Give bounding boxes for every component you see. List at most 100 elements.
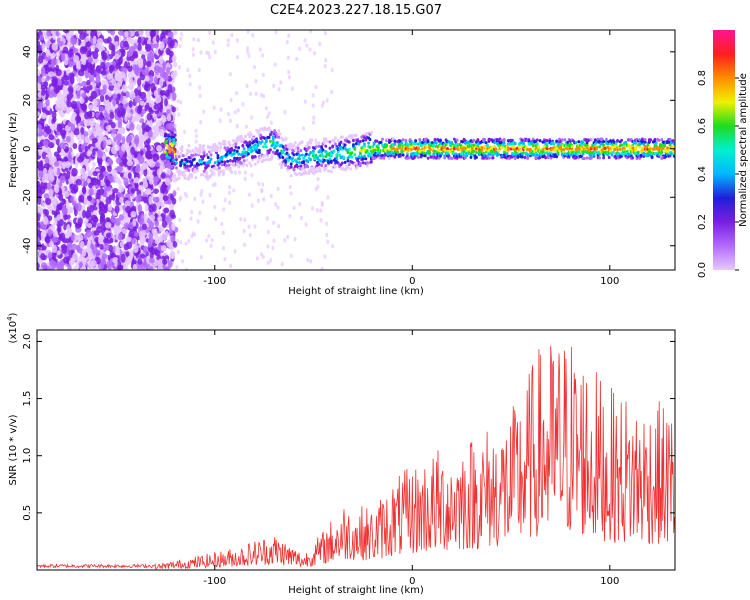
spectrogram-cell [95, 192, 101, 200]
spectrogram-cell [356, 138, 359, 143]
spectrogram-cell [234, 145, 238, 149]
spectrogram-cell [81, 46, 87, 53]
spectrogram-cell [163, 207, 170, 214]
spectrogram-cell [37, 84, 41, 91]
spectrogram-cell [299, 164, 303, 168]
spectrogram-cell [171, 92, 177, 101]
spectrogram-cell [146, 168, 152, 176]
spectrogram-cell [92, 161, 96, 168]
spectrogram-cell [51, 110, 57, 119]
spectrogram-cell [434, 141, 438, 145]
spectrogram-cell [112, 187, 119, 194]
spectrogram-cell [116, 249, 121, 256]
spectrogram-cell [114, 40, 119, 50]
spectrogram-cell [137, 204, 143, 213]
spectrogram-cell [52, 32, 56, 40]
spectrogram-cell [187, 175, 191, 179]
spectrogram-cell [37, 261, 40, 270]
spectrogram-cell [37, 71, 41, 77]
spectrogram-cell [99, 244, 104, 250]
spectrogram-cell [119, 71, 126, 79]
spectrogram-cell [223, 139, 227, 144]
spectrogram-cell [152, 230, 158, 236]
spectrogram-cell [437, 149, 441, 153]
spectrogram-cell [81, 186, 87, 194]
spectrogram-cell [227, 140, 231, 144]
spectrogram-cell [155, 161, 160, 168]
spectrogram-cell [248, 140, 252, 144]
spectrogram-cell [365, 161, 369, 165]
spectrogram-cell [65, 32, 72, 42]
spectrogram-cell [526, 153, 530, 157]
spectrogram-cell [202, 151, 206, 155]
spectrogram-cell [51, 244, 58, 254]
spectrogram-cell [245, 141, 249, 145]
spectrogram-cell [261, 254, 265, 260]
spectrogram-cell [638, 145, 642, 149]
spectrogram-cell [79, 194, 85, 203]
spectrogram-cell [363, 136, 366, 140]
spectrogram-cell [292, 153, 296, 157]
spectrogram-cell [148, 161, 156, 168]
spectrogram-cell [128, 100, 133, 108]
spectrogram-cell [146, 118, 153, 127]
spectrogram-cell [240, 161, 243, 165]
spectrogram-cell [59, 142, 66, 149]
spectrogram-cell [235, 149, 239, 153]
spectrogram-cell [371, 144, 375, 148]
spectrogram-cell [118, 185, 125, 193]
spectrogram-cell [273, 129, 277, 133]
spectrogram-cell [303, 99, 307, 104]
spectrogram-cell [229, 263, 233, 269]
spectrogram-cell [177, 173, 181, 177]
spectrogram-cell [143, 245, 148, 253]
spectrogram-cell [80, 127, 85, 135]
spectrogram-cell [218, 147, 222, 153]
spectrogram-cell [40, 253, 46, 261]
spectrogram-cell [37, 180, 40, 189]
spectrogram-cell [589, 156, 593, 160]
spectrogram-cell [613, 148, 617, 152]
spectrogram-cell [79, 240, 85, 249]
spectrogram-cell [160, 114, 167, 123]
spectrogram-cell [255, 256, 259, 261]
spectrogram-cell [311, 206, 315, 211]
spectrogram-cell [259, 155, 263, 159]
spectrogram-cell [65, 135, 71, 143]
spectrogram-cell [211, 171, 214, 175]
spectrogram-cell [145, 43, 152, 52]
spectrogram-cell [129, 90, 136, 100]
spectrogram-cell [86, 79, 91, 86]
spectrogram-cell [230, 148, 234, 152]
spectrogram-cell [254, 91, 258, 96]
spectrogram-cell [58, 181, 63, 188]
spectrogram-cell [552, 142, 556, 146]
spectrogram-cell [95, 42, 102, 49]
spectrogram-cell [555, 139, 559, 143]
spectrogram-cell [40, 66, 46, 74]
spectrogram-cell [137, 143, 143, 149]
spectrogram-cell [195, 166, 199, 171]
spectrogram-cell [562, 147, 565, 152]
spectrogram-cell [96, 177, 101, 186]
spectrogram-cell [315, 208, 319, 213]
spectrogram-cell [538, 139, 542, 143]
spectrogram-cell [607, 155, 611, 160]
spectrogram-cell [178, 217, 182, 223]
spectrogram-cell [407, 156, 411, 160]
spectrogram-cell [76, 76, 83, 83]
spectrogram-cell [104, 221, 112, 229]
spectrogram-cell [44, 236, 51, 244]
spectrogram-cell [201, 147, 205, 151]
spectrogram-cell [156, 168, 161, 177]
spectrogram-cell [230, 170, 234, 174]
spectrogram-cell [64, 146, 69, 153]
spectrogram-cell [566, 147, 570, 151]
spectrogram-cell [519, 148, 523, 153]
spectrogram-cell [190, 175, 194, 179]
spectrogram-cell [95, 65, 102, 74]
spectrogram-cell [614, 141, 618, 146]
spectrogram-cell [228, 184, 232, 190]
spectrogram-cell [620, 143, 624, 147]
